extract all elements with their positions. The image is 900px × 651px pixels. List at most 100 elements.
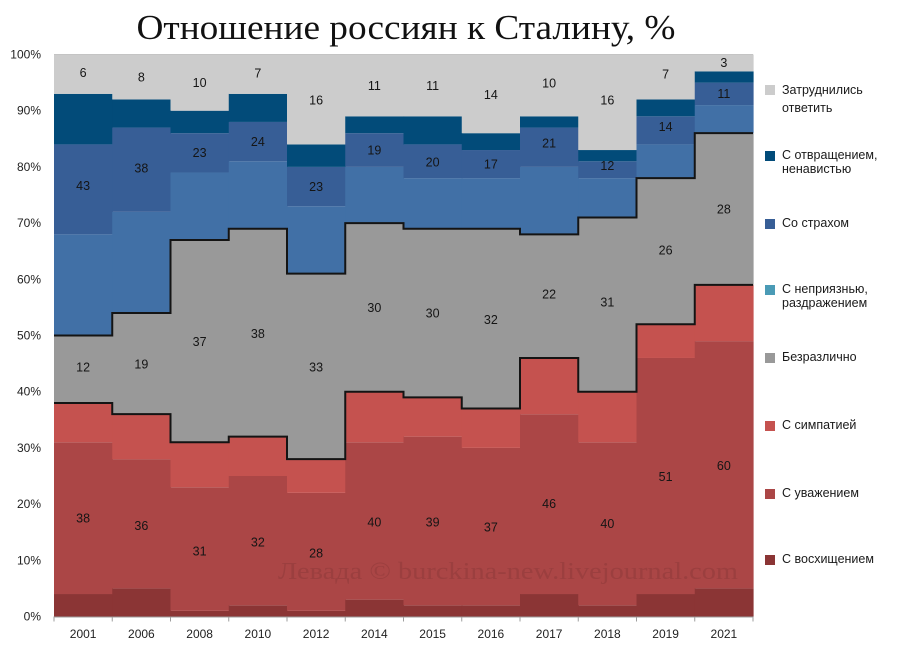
area-segment	[578, 54, 638, 151]
chart-title: Отношение россиян к Сталину, %	[137, 8, 676, 47]
area-segment	[170, 172, 230, 240]
y-axis-label: 50%	[17, 329, 41, 343]
area-segment	[228, 228, 288, 437]
area-segment	[636, 594, 696, 617]
plot-areas	[54, 54, 754, 617]
area-segment	[578, 161, 638, 179]
area-segment	[461, 605, 521, 617]
boundary-line	[54, 132, 753, 337]
data-label-undecided: 11	[426, 79, 439, 93]
legend-swatch-respect	[765, 488, 775, 499]
area-segment	[54, 144, 113, 235]
area-segment	[345, 599, 405, 617]
area-segment	[170, 610, 230, 617]
area-segment	[403, 116, 463, 145]
legend-swatch-fear	[765, 218, 775, 229]
legend-swatch-disgust	[765, 151, 775, 161]
y-axis-label: 30%	[17, 441, 41, 455]
x-axis-label: 2010	[245, 627, 272, 641]
area-segment	[287, 54, 346, 145]
y-axis-label: 100%	[10, 48, 41, 62]
data-label-positive: 38	[76, 512, 90, 526]
y-axis-label: 10%	[17, 553, 41, 567]
area-segment	[520, 234, 579, 358]
area-segment	[112, 313, 172, 415]
area-segment	[461, 447, 521, 606]
data-label-negative: 19	[367, 144, 381, 158]
area-segment	[403, 397, 463, 437]
area-segment	[345, 54, 405, 117]
area-segment	[694, 82, 754, 106]
data-label-undecided: 16	[309, 94, 323, 108]
area-segment	[170, 110, 230, 134]
data-label-indifferent: 12	[76, 361, 90, 375]
area-segment	[170, 54, 230, 111]
data-label-undecided: 10	[193, 76, 207, 90]
area-segment	[461, 54, 521, 134]
area-segment	[228, 54, 288, 94]
area-segment	[345, 133, 405, 167]
data-label-undecided: 3	[720, 56, 727, 70]
area-segment	[461, 178, 521, 229]
y-axis-label: 70%	[17, 216, 41, 230]
area-segment	[636, 99, 696, 117]
data-label-undecided: 14	[484, 88, 498, 102]
area-segment	[112, 459, 172, 589]
area-segment	[636, 54, 696, 100]
legend-swatch-sympathy	[765, 421, 775, 431]
area-segment	[694, 284, 754, 342]
area-segment	[578, 178, 638, 218]
data-label-negative: 14	[659, 120, 673, 134]
x-axis-label: 2021	[711, 627, 738, 641]
data-label-negative: 43	[76, 179, 90, 193]
data-label-indifferent: 28	[717, 203, 731, 217]
data-label-negative: 17	[484, 158, 498, 172]
x-axis-label: 2014	[361, 627, 388, 641]
area-segment	[403, 228, 463, 398]
area-segment	[54, 442, 113, 595]
x-axis-label: 2018	[594, 627, 621, 641]
data-label-indifferent: 22	[542, 287, 556, 301]
data-label-indifferent: 38	[251, 327, 265, 341]
area-segment	[345, 442, 405, 600]
legend-label: С отвращением, ненавистью	[782, 148, 878, 176]
data-label-negative: 20	[426, 155, 440, 169]
area-segment	[228, 436, 288, 476]
area-segment	[403, 178, 463, 229]
area-segment	[520, 116, 579, 128]
area-segment	[694, 588, 754, 617]
data-label-indifferent: 30	[367, 301, 381, 315]
data-label-indifferent: 32	[484, 313, 498, 327]
x-axis: 2001 2006 2008 2010 2012 2014 2015 2016 2017 2018…	[53, 54, 754, 641]
data-label-indifferent: 30	[426, 307, 440, 321]
legend-label: С восхищением	[782, 552, 874, 566]
x-axis-label: 2015	[419, 627, 446, 641]
data-labels: 6 8 10 7 16 11 11 14 10 16 7 3 43 38 23 24 23 19 20 17 21 12 1…	[76, 56, 731, 561]
area-segment	[403, 144, 463, 179]
area-segment	[112, 211, 172, 314]
x-axis-label: 2017	[536, 627, 563, 641]
area-segment	[636, 324, 696, 358]
data-label-undecided: 10	[542, 77, 556, 91]
data-label-indifferent: 33	[309, 361, 323, 375]
area-segment	[112, 127, 172, 212]
legend-swatch-dislike	[765, 285, 775, 295]
area-segment	[170, 487, 230, 611]
data-label-positive: 28	[309, 547, 323, 561]
y-axis-label: 80%	[17, 160, 41, 174]
data-label-positive: 39	[426, 516, 440, 530]
data-label-undecided: 11	[368, 79, 381, 93]
legend-label: Безразлично	[782, 350, 857, 364]
area-segment	[228, 161, 288, 229]
y-axis: 0% 10% 20% 30% 40% 50% 60% 70% 80% 90% 100%	[10, 48, 41, 624]
data-label-undecided: 8	[138, 71, 145, 85]
data-label-negative: 38	[134, 162, 148, 176]
area-segment	[578, 605, 638, 617]
area-segment	[461, 150, 521, 179]
boundary-line	[54, 283, 753, 461]
area-segment	[345, 391, 405, 443]
area-segment	[228, 605, 288, 617]
area-segment	[54, 335, 113, 403]
data-label-indifferent: 31	[600, 295, 614, 309]
area-segment	[636, 116, 696, 145]
